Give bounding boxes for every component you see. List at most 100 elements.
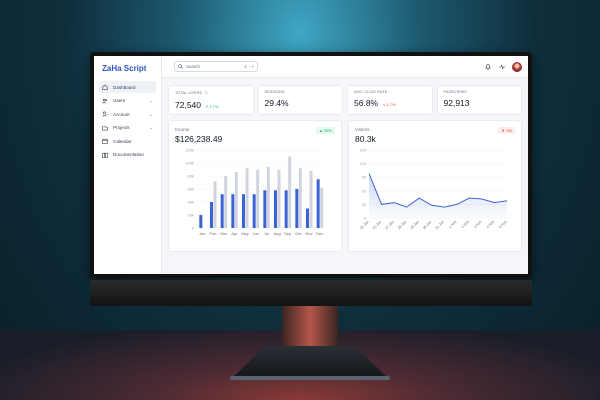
stat-value: 72,540 <box>175 100 201 110</box>
search-icon <box>178 64 183 69</box>
sidebar: ZaHa Script Dashboard Users ⌄ Account ⌄ Proje… <box>94 56 162 274</box>
brand-logo[interactable]: ZaHa Script <box>102 64 147 73</box>
bar-secondary <box>298 168 302 228</box>
sidebar-item-label: Projects <box>113 125 130 130</box>
search-shortcut: ⌘ + K <box>243 64 254 69</box>
visitors-area-chart: 0 30 60 90 120 150 25 Jan 26 Jan 27 Jan 28 Jan 29 … <box>359 148 508 231</box>
users-icon <box>102 98 108 104</box>
x-tick-label: Jul <box>264 231 269 236</box>
y-tick-label: 80k <box>188 174 194 179</box>
bar-primary <box>220 194 224 228</box>
bar-secondary <box>245 168 249 228</box>
x-tick-label: 25 Jan <box>359 220 369 230</box>
search-input[interactable]: Search ⌘ + K <box>174 61 258 72</box>
x-tick-label: Jan <box>199 231 205 236</box>
stat-card: TOTAL USERS ⓘ 72,540 ↗ 1.7% <box>168 85 254 115</box>
y-tick-label: 60 <box>362 188 367 193</box>
user-avatar[interactable] <box>512 61 522 72</box>
x-tick-label: 2 Feb <box>461 220 470 229</box>
y-tick-label: 40k <box>188 200 194 205</box>
y-tick-label: 120k <box>185 148 194 153</box>
stat-label: AVG. CLICK RATE <box>354 90 388 94</box>
stat-label: TOTAL USERS ⓘ <box>175 90 209 95</box>
visitors-value: 80.3k <box>355 134 376 144</box>
income-bar-chart: 0 20k 40k 60k 80k 100k 120k Jan Feb Mar Apr May Jun J… <box>185 148 325 236</box>
x-tick-label: May <box>241 231 249 236</box>
bar-primary <box>316 179 320 228</box>
visitors-card: Visitors 80.3k ▼ 3% 0 30 60 90 120 150 25 Jan 2… <box>348 120 522 252</box>
bar-primary <box>252 194 256 228</box>
x-tick-label: Oct <box>295 231 302 236</box>
home-icon <box>102 84 108 90</box>
income-badge: ▲ 25% <box>315 127 335 134</box>
stat-card: AVG. CLICK RATE 56.8% ↘ 1.7% <box>347 85 433 115</box>
chevron-down-icon: ⌄ <box>149 111 153 117</box>
monitor-neck <box>282 306 338 350</box>
bar-secondary <box>213 181 217 228</box>
chevron-down-icon: ⌄ <box>149 98 153 103</box>
sidebar-item-label: Dashboard <box>113 84 136 90</box>
stat-value: 92,913 <box>443 98 470 108</box>
y-tick-label: 100k <box>185 161 194 166</box>
sidebar-item-calendar[interactable]: Calendar <box>99 135 156 147</box>
bar-secondary <box>277 169 281 228</box>
x-tick-label: 1 Feb <box>448 220 457 229</box>
stat-label: PAGEVIEWS <box>443 90 467 94</box>
bar-secondary <box>288 156 292 228</box>
x-tick-label: Nov <box>305 231 312 236</box>
info-icon[interactable]: ⓘ <box>203 90 209 95</box>
x-tick-label: Jun <box>252 231 258 236</box>
sidebar-item-label: Documentation <box>113 152 144 157</box>
visitors-title: Visitors <box>355 127 370 132</box>
x-tick-label: Apr <box>231 231 238 236</box>
x-tick-label: 30 Jan <box>422 220 432 230</box>
series-line <box>368 173 508 208</box>
screen: ZaHa Script Dashboard Users ⌄ Account ⌄ Proje… <box>94 56 528 274</box>
x-tick-label: 5 Feb <box>498 220 507 229</box>
bar-primary <box>274 190 277 228</box>
account-icon <box>102 111 108 117</box>
calendar-icon <box>102 138 108 144</box>
bar-primary <box>284 190 288 228</box>
y-tick-label: 0 <box>364 216 367 221</box>
stat-card: SESSIONS 29.4% <box>257 85 343 115</box>
sidebar-item-label: Account <box>113 111 130 117</box>
notification-bell-icon[interactable] <box>484 63 492 71</box>
sidebar-item-documentation[interactable]: Documentation <box>99 149 156 161</box>
search-placeholder: Search <box>186 64 200 69</box>
stat-value: 29.4% <box>264 98 289 108</box>
stat-card: PAGEVIEWS 92,913 <box>436 85 522 115</box>
y-tick-label: 150 <box>359 148 366 153</box>
y-tick-label: 90 <box>362 175 367 180</box>
sidebar-item-users[interactable]: Users ⌄ <box>99 95 156 107</box>
bar-primary <box>242 194 245 228</box>
x-tick-label: Dec <box>316 231 323 236</box>
bar-primary <box>263 190 267 228</box>
x-tick-label: 27 Jan <box>384 220 394 230</box>
bar-primary <box>210 202 213 228</box>
stat-label: SESSIONS <box>264 90 285 94</box>
main-area: Search ⌘ + K TOTAL USERS ⓘ 72,540 ↗ 1.7% SES… <box>162 56 528 274</box>
activity-icon[interactable] <box>498 63 506 71</box>
bar-secondary <box>224 176 228 228</box>
x-tick-label: 4 Feb <box>486 220 495 229</box>
folder-icon <box>102 125 108 131</box>
sidebar-item-account[interactable]: Account ⌄ <box>99 108 156 120</box>
charts-row: Income $126,238.49 ▲ 25% 0 20k 40k 60k 80k 10… <box>168 120 522 252</box>
sidebar-item-dashboard[interactable]: Dashboard <box>99 81 156 93</box>
bar-primary <box>295 189 299 228</box>
area-fill <box>369 173 507 218</box>
x-tick-label: 26 Jan <box>372 220 382 230</box>
stat-delta: ↗ 1.7% <box>205 104 219 109</box>
chevron-down-icon: ⌄ <box>149 125 153 130</box>
x-tick-label: 28 Jan <box>397 220 407 230</box>
x-tick-label: 3 Feb <box>473 220 482 229</box>
x-tick-label: Mar <box>220 231 228 236</box>
bar-primary <box>306 208 309 228</box>
income-title: Income <box>175 127 190 132</box>
income-card: Income $126,238.49 ▲ 25% 0 20k 40k 60k 80k 10… <box>168 120 342 252</box>
sidebar-item-projects[interactable]: Projects ⌄ <box>99 122 156 134</box>
sidebar-item-label: Calendar <box>113 138 132 144</box>
visitors-badge: ▼ 3% <box>498 127 515 134</box>
sidebar-item-label: Users <box>113 98 125 103</box>
